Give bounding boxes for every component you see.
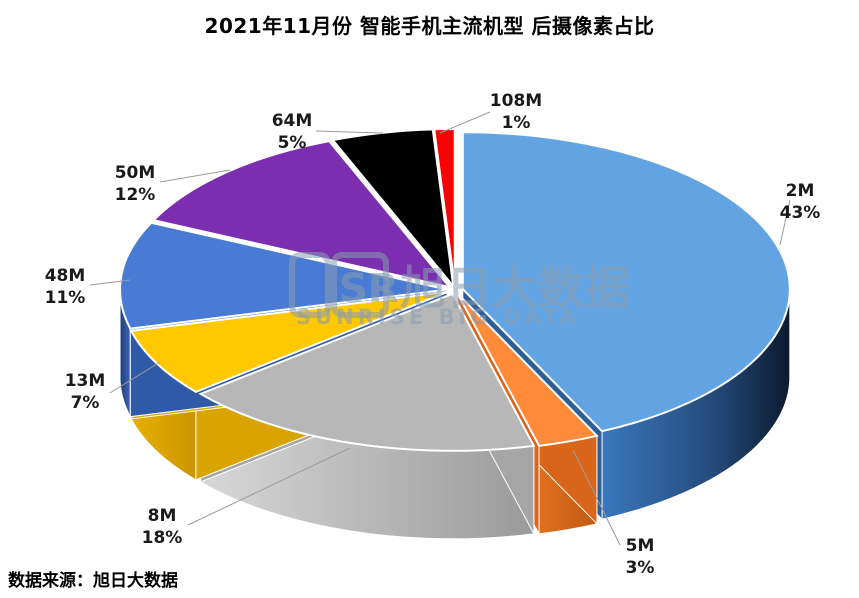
watermark-logo-icon: SR (289, 252, 399, 318)
slice-percent-2m: 43% (780, 203, 821, 223)
leader-line-50m (159, 169, 231, 183)
slice-label-13m: 13M (65, 371, 106, 391)
leader-line-8m (187, 447, 351, 526)
pie-slice-8m (198, 292, 536, 452)
leader-line-64m (315, 130, 384, 134)
leader-lines (89, 111, 791, 546)
pie-slice-108m (433, 128, 456, 287)
leader-line-108m (439, 111, 491, 134)
pie-slice-48m (119, 221, 448, 330)
slice-percent-5m: 3% (626, 558, 655, 578)
slice-percent-64m: 5% (278, 133, 307, 153)
data-source-note: 数据来源：旭日大数据 (8, 571, 178, 591)
watermark-name-cn: 旭日大数据 (400, 261, 630, 315)
chart-title: 2021年11月份 智能手机主流机型 后摄像素占比 (204, 14, 655, 38)
slice-label-50m: 50M (115, 163, 156, 183)
slice-label-5m: 5M (626, 536, 655, 556)
slice-percent-13m: 7% (71, 393, 100, 413)
slice-percent-48m: 11% (45, 288, 86, 308)
slice-label-2m: 2M (786, 181, 815, 201)
slice-percent-108m: 1% (502, 113, 531, 133)
leader-line-48m (89, 279, 131, 286)
pie-slice-5m (456, 293, 599, 447)
pie-slice-2m (461, 131, 791, 433)
slice-label-64m: 64M (272, 111, 313, 131)
slice-label-108m: 108M (490, 91, 542, 111)
watermark-logo-text: SR (339, 266, 399, 312)
watermark-name-en: SUNRISE BIG DATA (296, 305, 580, 329)
slice-percent-8m: 18% (142, 528, 183, 548)
slice-label-48m: 48M (45, 266, 86, 286)
leader-line-2m (779, 199, 791, 246)
leader-line-5m (572, 449, 621, 546)
watermark: SR 旭日大数据 SUNRISE BIG DATA (289, 252, 630, 329)
slice-percent-50m: 12% (115, 185, 156, 205)
leader-line-13m (109, 361, 161, 394)
pie-slice-50m (151, 140, 453, 289)
slice-label-8m: 8M (148, 506, 177, 526)
